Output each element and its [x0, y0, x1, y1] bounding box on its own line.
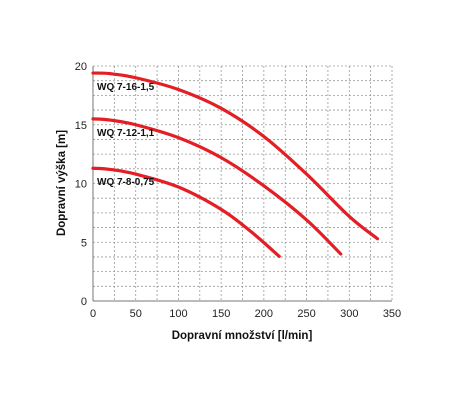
x-tick-label: 300 — [340, 308, 358, 320]
series-line-1 — [91, 117, 343, 256]
y-tick-label: 10 — [75, 179, 87, 191]
x-tick-label: 200 — [255, 308, 273, 320]
x-tick-label: 0 — [90, 308, 96, 320]
x-tick-label: 150 — [212, 308, 230, 320]
x-axis-title: Dopravní množství [l/min] — [172, 330, 313, 342]
curves — [91, 71, 380, 258]
y-tick-label: 0 — [81, 296, 87, 308]
series-label-2: WQ 7-8-0,75 — [97, 177, 155, 188]
grid — [93, 65, 393, 301]
x-tick-label: 100 — [169, 308, 187, 320]
y-tick-label: 20 — [75, 61, 87, 73]
x-tick-label: 350 — [383, 308, 401, 320]
y-tick-label: 15 — [75, 120, 87, 132]
x-tick-label: 50 — [130, 308, 142, 320]
series-line-0 — [91, 71, 380, 241]
series-label-1: WQ 7-12-1,1 — [97, 128, 155, 139]
series-labels: WQ 7-16-1,5 WQ 7-12-1,1 WQ 7-8-0,75 — [97, 82, 155, 188]
tick-labels: 0 50 100 150 200 250 300 350 0 5 10 15 20 — [75, 61, 401, 320]
x-tick-label: 250 — [297, 308, 315, 320]
series-line-2 — [91, 166, 281, 258]
y-tick-label: 5 — [81, 237, 87, 249]
series-label-0: WQ 7-16-1,5 — [97, 82, 155, 93]
y-axis-title: Dopravní výška [m] — [56, 130, 68, 236]
axes — [92, 66, 392, 302]
